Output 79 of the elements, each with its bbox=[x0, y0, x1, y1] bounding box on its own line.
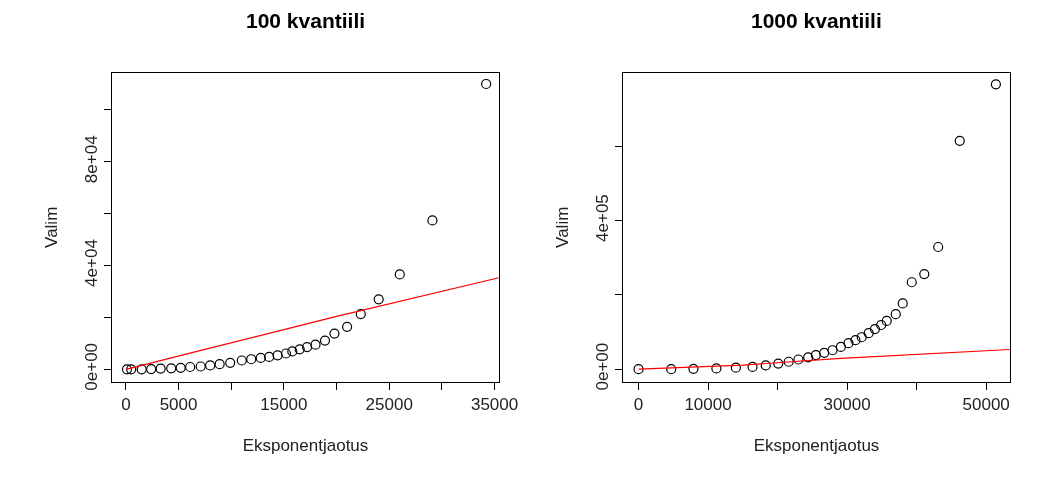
point bbox=[121, 364, 133, 375]
point bbox=[863, 328, 874, 339]
y-tick-label: 8e+04 bbox=[82, 135, 102, 184]
x-tick-label: 0 bbox=[633, 395, 644, 415]
point bbox=[236, 355, 247, 366]
point bbox=[155, 363, 166, 374]
point bbox=[373, 294, 384, 305]
point bbox=[773, 358, 784, 369]
x-tick-label: 10000 bbox=[684, 395, 732, 415]
point bbox=[747, 361, 758, 373]
point bbox=[195, 361, 206, 372]
x-tick-label: 30000 bbox=[823, 395, 871, 415]
point bbox=[301, 341, 313, 353]
point bbox=[319, 335, 331, 346]
point bbox=[166, 363, 177, 374]
point bbox=[919, 269, 930, 280]
point bbox=[783, 356, 794, 367]
chart-title: 1000 kvantiili bbox=[751, 9, 882, 32]
point bbox=[666, 364, 677, 375]
point bbox=[810, 349, 821, 361]
point bbox=[146, 363, 157, 375]
point bbox=[730, 362, 741, 373]
point bbox=[225, 357, 236, 368]
point bbox=[280, 348, 292, 359]
point bbox=[876, 319, 887, 331]
point bbox=[881, 315, 892, 326]
point bbox=[890, 309, 901, 320]
point bbox=[933, 241, 944, 253]
point bbox=[355, 308, 366, 320]
x-tick-label: 5000 bbox=[159, 395, 198, 415]
point bbox=[246, 354, 257, 365]
x-tick-label: 50000 bbox=[962, 395, 1010, 415]
point bbox=[272, 350, 283, 361]
point bbox=[633, 364, 644, 375]
point bbox=[835, 341, 846, 352]
point bbox=[850, 335, 861, 346]
x-axis-title: Eksponentjaotus bbox=[242, 435, 369, 455]
point bbox=[185, 361, 196, 373]
point bbox=[827, 345, 838, 356]
point bbox=[760, 360, 771, 371]
point bbox=[803, 352, 814, 363]
x-tick-label: 15000 bbox=[260, 395, 308, 415]
point bbox=[711, 363, 722, 374]
point bbox=[342, 321, 353, 332]
point bbox=[856, 332, 867, 343]
y-axis-title: Valim bbox=[552, 206, 572, 248]
point bbox=[843, 338, 854, 349]
point bbox=[793, 354, 804, 365]
point bbox=[126, 364, 137, 375]
point bbox=[394, 269, 405, 280]
point bbox=[819, 347, 830, 358]
point bbox=[990, 79, 1001, 90]
point bbox=[205, 360, 216, 371]
point bbox=[287, 346, 298, 357]
y-tick-label: 0e+00 bbox=[82, 342, 102, 391]
chart-title: 100 kvantiili bbox=[246, 9, 366, 32]
y-tick-label: 0e+00 bbox=[593, 342, 613, 391]
point bbox=[136, 364, 147, 375]
x-axis-title: Eksponentjaotus bbox=[753, 435, 880, 455]
point bbox=[329, 328, 340, 339]
x-tick-label: 25000 bbox=[365, 395, 413, 415]
point bbox=[175, 362, 186, 373]
point bbox=[427, 215, 438, 226]
point bbox=[294, 344, 305, 355]
x-tick-label: 35000 bbox=[470, 395, 519, 415]
point bbox=[481, 78, 492, 90]
point bbox=[897, 298, 908, 309]
y-axis-title: Valim bbox=[41, 206, 61, 248]
point bbox=[906, 277, 917, 288]
y-tick-label: 4e+05 bbox=[593, 194, 613, 242]
point bbox=[869, 323, 881, 335]
point bbox=[310, 339, 321, 350]
point bbox=[688, 363, 699, 374]
point bbox=[264, 351, 275, 362]
x-tick-label: 0 bbox=[121, 395, 131, 415]
point bbox=[214, 359, 225, 370]
y-tick-label: 4e+04 bbox=[82, 239, 102, 287]
point bbox=[255, 352, 266, 364]
point bbox=[954, 135, 965, 146]
